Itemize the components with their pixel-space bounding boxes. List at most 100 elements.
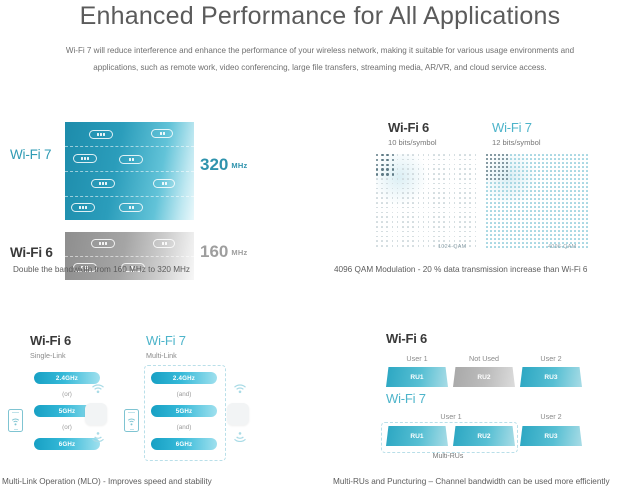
qam-point (586, 226, 588, 228)
qam-point (510, 210, 512, 212)
qam-point (486, 246, 488, 248)
qam-point (550, 186, 552, 188)
qam-point (494, 214, 496, 216)
qam-point (407, 230, 409, 233)
qam-point (486, 166, 489, 169)
qam-point (490, 154, 493, 157)
qam-point (582, 226, 584, 228)
qam-point (494, 242, 496, 244)
qam-point (578, 202, 580, 204)
qam-point (546, 182, 548, 184)
qam-point (562, 202, 564, 204)
mlo-wifi7-title: Wi-Fi 7 (146, 333, 186, 348)
mlo-wifi7-band-1[interactable]: 5GHz (151, 405, 217, 417)
qam-point (469, 240, 471, 242)
qam-point (417, 230, 420, 233)
qam-point (566, 202, 568, 204)
qam-point (554, 182, 556, 184)
qam-point (386, 192, 388, 194)
qam-point (498, 202, 500, 204)
qam-point (469, 168, 471, 170)
mlo-wifi6-band-1[interactable]: 5GHz (34, 405, 100, 417)
qam-point (464, 201, 466, 204)
qam-point (396, 206, 399, 209)
qam-point (401, 225, 404, 228)
qam-point (376, 216, 378, 218)
qam-point (506, 174, 509, 177)
qam-point (459, 163, 461, 166)
bandwidth-wifi7-value-group: 320 MHz (200, 155, 247, 175)
qam-point (534, 222, 536, 224)
qam-point (486, 230, 488, 232)
qam-point (407, 240, 409, 242)
qam-point (518, 186, 520, 188)
qam-point (562, 190, 564, 192)
qam-point (582, 182, 584, 184)
qam-point (554, 158, 556, 160)
qam-point (486, 194, 488, 196)
qam-point (386, 163, 389, 166)
qam-point (534, 166, 536, 168)
mlo-wifi6-band-2[interactable]: 6GHz (34, 438, 100, 450)
qam-point (526, 166, 528, 168)
mlo-wifi7-band-0[interactable]: 2.4GHz (151, 372, 217, 384)
qam-point (494, 182, 496, 184)
qam-point (538, 186, 540, 188)
ru-wifi6-block-1[interactable]: RU2 (453, 367, 515, 387)
qam-point (562, 234, 564, 236)
qam-point (494, 234, 496, 236)
qam-point (438, 158, 440, 161)
qam-point (459, 177, 461, 180)
qam-point (518, 178, 520, 180)
qam-point (550, 198, 552, 200)
qam-point (459, 230, 461, 233)
qam-point (422, 158, 425, 161)
qam-point (554, 246, 556, 248)
qam-point (422, 154, 425, 156)
qam-point (534, 202, 536, 204)
qam-point (438, 225, 440, 228)
qam-point (396, 230, 399, 233)
mlo-wifi6-band-0[interactable]: 2.4GHz (34, 372, 100, 384)
qam-point (514, 170, 516, 172)
qam-point (502, 206, 504, 208)
qam-wifi7-subtitle: 12 bits/symbol (492, 138, 541, 147)
qam-point (448, 216, 451, 218)
ru-wifi7-block-2[interactable]: RU3 (520, 426, 582, 446)
qam-point (453, 154, 456, 156)
qam-point (526, 170, 528, 172)
qam-point (542, 174, 544, 176)
qam-point (550, 154, 552, 156)
qam-point (412, 192, 414, 194)
qam-point (498, 178, 501, 181)
qam-point (486, 190, 488, 192)
qam-point (526, 190, 528, 192)
qam-point (570, 170, 572, 172)
qam-point (526, 226, 528, 228)
qam-point (474, 211, 477, 214)
ru-wifi7-user-1: User 2 (540, 412, 562, 421)
qam-point (566, 222, 568, 224)
qam-point (506, 226, 508, 228)
qam-point (558, 234, 560, 236)
qam-point (554, 226, 556, 228)
mlo-wifi7-band-2[interactable]: 6GHz (151, 438, 217, 450)
qam-point (554, 186, 556, 188)
qam-point (407, 182, 409, 185)
qam-point (469, 201, 471, 204)
ru-wifi6-block-2[interactable]: RU3 (520, 367, 582, 387)
qam-point (438, 163, 440, 166)
qam-point (542, 210, 544, 212)
qam-point (546, 234, 548, 236)
bandwidth-wifi6-label: Wi-Fi 6 (10, 245, 53, 260)
qam-point (526, 182, 528, 184)
qam-point (502, 214, 504, 216)
ru-wifi7-block-0[interactable]: RU1 (386, 426, 448, 446)
ru-wifi7-block-1[interactable]: RU2 (453, 426, 515, 446)
qam-point (412, 168, 414, 170)
ru-wifi6-block-0[interactable]: RU1 (386, 367, 448, 387)
qam-point (506, 158, 509, 161)
qam-point (386, 187, 388, 190)
qam-point (538, 194, 540, 196)
qam-point (438, 230, 440, 233)
